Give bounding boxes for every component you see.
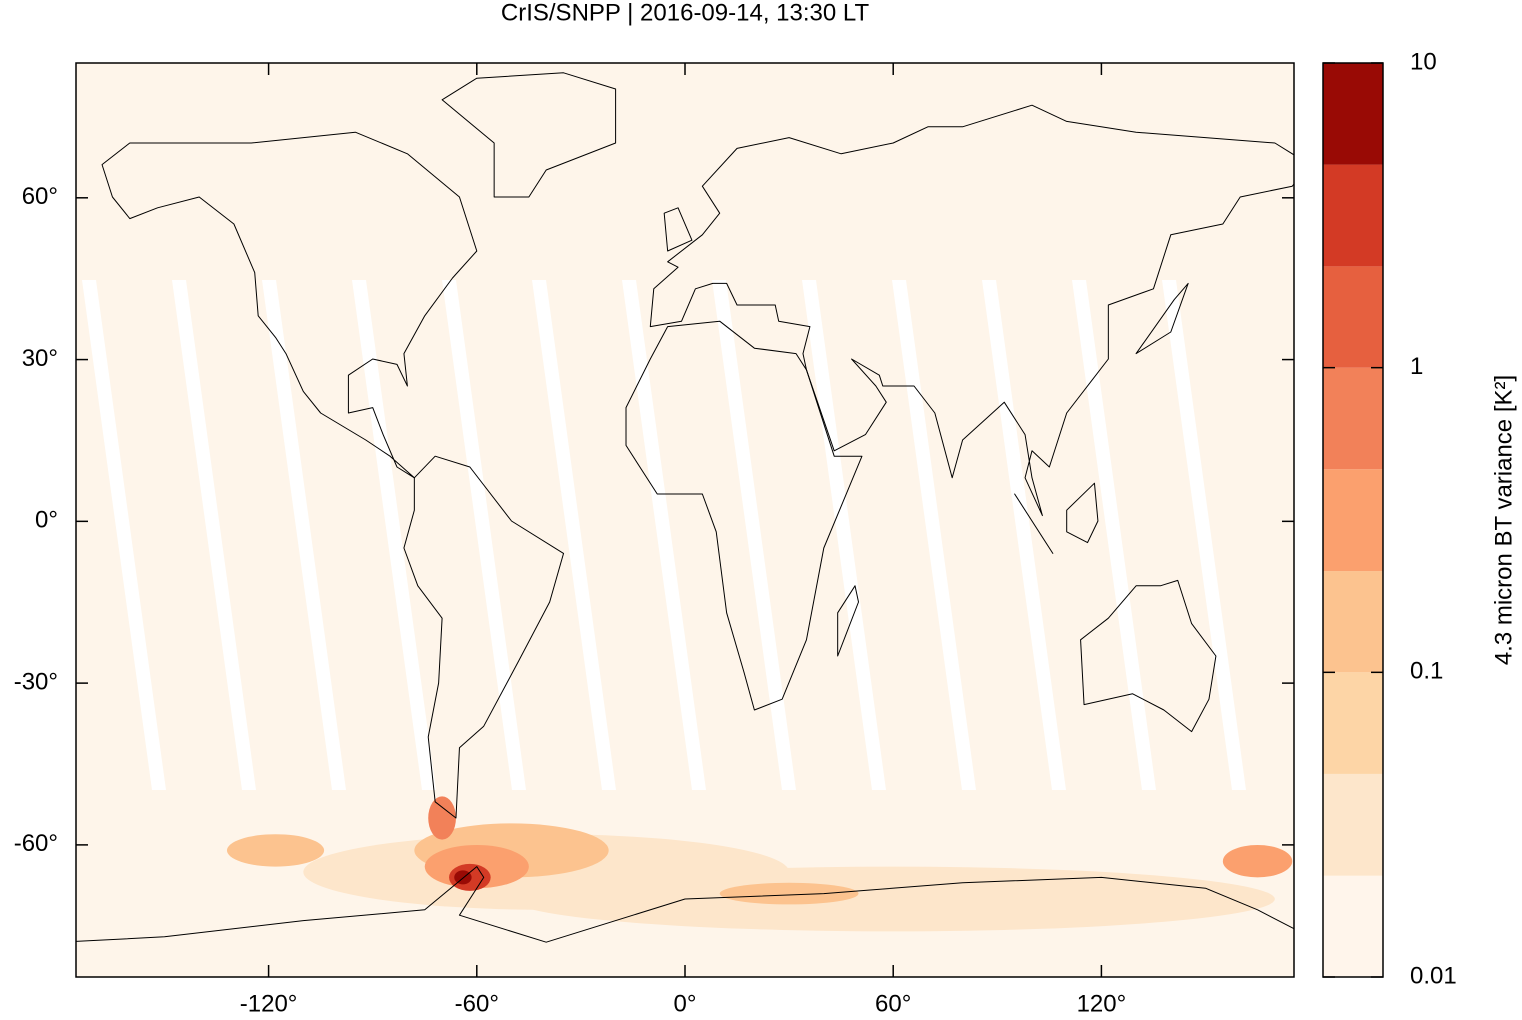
colorbar-band	[1323, 672, 1383, 774]
y-tick-label: -60°	[14, 830, 58, 857]
swath-gaps	[82, 280, 1246, 790]
y-tick-label: 0°	[35, 507, 58, 534]
x-tick-label: 0°	[674, 990, 697, 1017]
x-tick-label: 60°	[875, 990, 911, 1017]
swath-gap	[982, 280, 1066, 790]
colorbar-band	[1323, 266, 1383, 368]
y-tick-label: 30°	[22, 345, 58, 372]
coastlines	[60, 73, 1309, 942]
swath-gap	[1162, 280, 1246, 790]
swath-gap	[532, 280, 616, 790]
colorbar-tick-label: 0.1	[1410, 658, 1443, 685]
x-tick-label: -120°	[240, 990, 298, 1017]
colorbar-band	[1323, 367, 1383, 470]
colorbar-label: 4.3 micron BT variance [K²]	[1490, 375, 1517, 665]
swath-gap	[712, 280, 796, 790]
colorbar-band	[1323, 875, 1383, 977]
colorbar-tick-label: 10	[1410, 48, 1437, 75]
colorbar-tick-label: 1	[1410, 353, 1423, 380]
colorbar-band	[1323, 469, 1383, 572]
y-tick-label: 60°	[22, 183, 58, 210]
swath-gap	[1072, 280, 1156, 790]
swath-gap	[892, 280, 976, 790]
map-area	[60, 63, 1309, 977]
y-tick-label: -30°	[14, 668, 58, 695]
chart-title: CrIS/SNPP | 2016-09-14, 13:30 LT	[501, 0, 870, 26]
colorbar-band	[1323, 773, 1383, 876]
colorbar-band	[1323, 164, 1383, 267]
swath-gap	[622, 280, 706, 790]
swath-gap	[442, 280, 526, 790]
swath-gap	[172, 280, 256, 790]
colorbar: 0.01 0.1 1 10	[1322, 48, 1457, 989]
swath-gap	[82, 280, 166, 790]
x-tick-label: 120°	[1077, 990, 1127, 1017]
swath-gap	[802, 280, 886, 790]
colorbar-frame	[1322, 62, 1384, 978]
colorbar-band	[1323, 63, 1383, 165]
colorbar-tick-label: 0.01	[1410, 962, 1457, 989]
swath-gap	[262, 280, 346, 790]
x-tick-label: -60°	[455, 990, 499, 1017]
colorbar-band	[1323, 571, 1383, 673]
field-background	[76, 63, 1294, 977]
